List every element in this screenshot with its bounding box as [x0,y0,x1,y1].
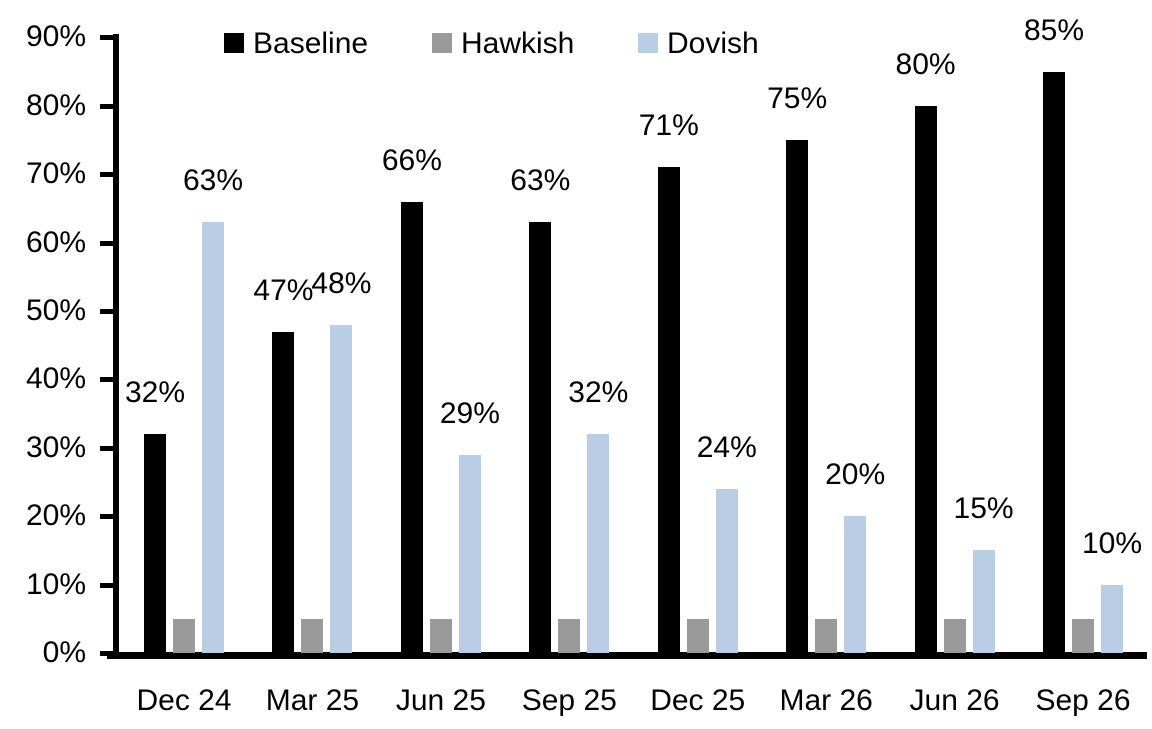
y-axis-line [113,34,119,659]
legend-swatch-hawkish-icon [432,33,452,53]
bar-hawkish [815,618,838,653]
bar-baseline [1043,71,1065,653]
bar-hawkish [173,618,195,653]
bar-baseline [786,140,809,653]
y-axis-tick [100,582,114,588]
x-axis-label: Jun 26 [909,684,1000,717]
data-label-dovish: 24% [696,430,757,464]
y-axis-label: 90% [25,20,86,54]
legend-label-dovish: Dovish [667,27,759,60]
bar-dovish [715,488,738,653]
bar-dovish [202,222,224,653]
bar-hawkish [301,618,324,653]
data-label-baseline: 80% [895,47,956,81]
bar-hawkish [943,618,966,653]
data-label-dovish: 15% [953,492,1014,526]
y-axis-tick [100,309,114,314]
y-axis-tick [100,103,114,109]
x-axis-label: Jun 25 [395,684,486,717]
data-label-baseline: 63% [510,164,571,198]
y-axis-tick [100,445,114,451]
bar-hawkish [558,618,581,653]
legend-swatch-dovish-icon [638,33,658,53]
data-label-dovish: 20% [825,458,886,492]
bar-baseline [144,434,166,653]
bar-dovish [458,454,481,653]
x-axis-label: Mar 25 [265,684,360,717]
bar-dovish [587,434,610,653]
y-axis-label: 10% [25,567,86,601]
y-axis-label: 60% [25,225,86,259]
bar-dovish [844,516,867,653]
y-axis-label: 0% [42,636,86,669]
legend-label-baseline: Baseline [253,27,369,60]
bar-dovish [972,550,995,653]
y-axis-label: 80% [25,88,86,122]
y-axis-tick [100,172,114,178]
data-label-baseline: 47% [253,273,314,307]
bar-hawkish [686,618,709,653]
data-label-baseline: 85% [1023,13,1085,47]
y-axis-label: 20% [25,499,86,533]
legend: Baseline Hawkish Dovish [0,0,1152,70]
x-axis-label: Dec 25 [650,684,746,717]
bar-hawkish [429,618,452,653]
bar-dovish [1101,584,1123,653]
legend-swatch-baseline-icon [224,33,244,53]
data-label-baseline: 32% [124,376,186,410]
bar-baseline [914,105,937,653]
y-axis-label: 70% [25,157,86,191]
x-axis-label: Mar 26 [779,684,873,717]
x-axis-label: Sep 25 [521,684,617,717]
y-axis-tick [100,377,114,383]
x-axis-label: Dec 24 [136,684,232,717]
bar-dovish [330,324,353,653]
data-label-dovish: 63% [182,164,244,198]
data-label-dovish: 48% [311,266,372,300]
y-axis-label: 50% [25,294,86,327]
y-axis-label: 40% [25,362,86,396]
data-label-dovish: 10% [1081,526,1143,560]
bar-hawkish [1072,618,1094,653]
x-axis-line [107,652,1147,659]
data-label-baseline: 75% [767,82,828,115]
data-label-dovish: 32% [568,376,629,410]
data-label-baseline: 66% [381,143,442,177]
y-axis-tick [100,651,114,656]
y-axis-tick [100,240,114,246]
bar-baseline [529,222,552,653]
bar-baseline [400,201,423,653]
data-label-dovish: 29% [439,396,500,430]
legend-label-hawkish: Hawkish [461,27,575,60]
y-axis-tick [100,35,114,41]
data-label-baseline: 71% [638,109,699,143]
x-axis-label: Sep 26 [1035,684,1131,717]
bar-baseline [272,331,295,653]
y-axis-label: 30% [25,430,86,464]
bar-baseline [657,167,680,653]
y-axis-tick [100,514,114,520]
